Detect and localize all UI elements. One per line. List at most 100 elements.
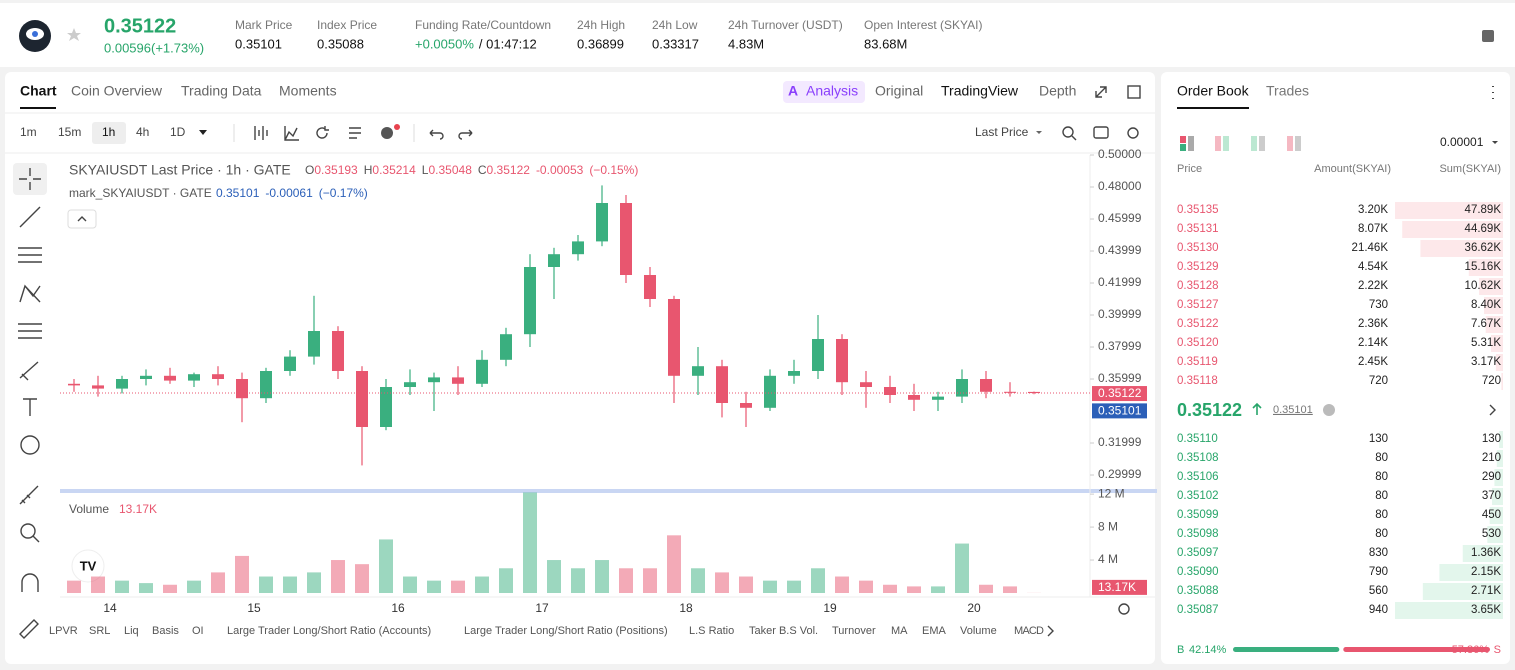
book-price[interactable]: 0.35119 — [1177, 356, 1218, 368]
book-price[interactable]: 0.35131 — [1177, 223, 1219, 235]
view-tab[interactable]: TradingView — [941, 83, 1019, 99]
zoom-tool[interactable] — [20, 523, 36, 539]
channel-tool[interactable] — [18, 247, 42, 263]
book-price[interactable]: 0.35127 — [1177, 299, 1219, 311]
magnet-tool[interactable] — [21, 573, 39, 592]
add-icon[interactable] — [381, 127, 393, 139]
indicator-tab[interactable]: OI — [192, 625, 204, 637]
indicator-tab[interactable]: Basis — [152, 625, 179, 637]
book-mode-bids[interactable] — [1251, 136, 1257, 151]
indicator-tab[interactable]: SRL — [89, 625, 110, 637]
candle-body — [956, 379, 968, 397]
view-tab[interactable]: Original — [875, 83, 923, 99]
stat-countdown: / 01:47:12 — [479, 36, 537, 51]
depth-bar — [1468, 259, 1503, 276]
price-type[interactable]: Last Price — [975, 125, 1029, 139]
template-icon[interactable] — [349, 127, 361, 139]
book-tab[interactable]: Order Book — [1177, 83, 1250, 99]
book-tab[interactable]: Trades — [1266, 83, 1309, 99]
book-price[interactable]: 0.35122 — [1177, 318, 1219, 330]
interval[interactable]: 15m — [58, 125, 81, 139]
book-price[interactable]: 0.35087 — [1177, 604, 1219, 616]
indicator-tab[interactable]: Volume — [960, 625, 997, 637]
layout-icon[interactable] — [1482, 30, 1494, 42]
text-tool[interactable] — [23, 398, 37, 416]
interval[interactable]: 1m — [20, 125, 37, 139]
indicator-tab[interactable]: Large Trader Long/Short Ratio (Positions… — [464, 625, 668, 637]
book-price[interactable]: 0.35129 — [1177, 261, 1219, 273]
x-tick-label: 17 — [535, 601, 549, 615]
crosshair-tool[interactable] — [19, 168, 41, 190]
axis-settings[interactable] — [1118, 603, 1130, 615]
indicator-tab[interactable]: EMA — [922, 625, 947, 637]
book-price[interactable]: 0.35110 — [1177, 433, 1218, 445]
candle-type-icon[interactable] — [254, 126, 268, 140]
book-mode-alt[interactable] — [1215, 136, 1221, 151]
book-expand[interactable] — [1489, 404, 1496, 416]
camera-icon[interactable] — [1093, 126, 1109, 139]
book-price[interactable]: 0.35098 — [1177, 528, 1219, 540]
draw-lock-tool[interactable] — [19, 619, 39, 639]
indicator-icon[interactable] — [284, 126, 299, 141]
emoji-tool[interactable] — [20, 435, 40, 455]
indicator-more[interactable] — [1047, 625, 1054, 637]
book-mode-both[interactable] — [1180, 136, 1186, 143]
book-price[interactable]: 0.35135 — [1177, 204, 1219, 216]
book-price[interactable]: 0.35128 — [1177, 280, 1219, 292]
candle-body — [644, 275, 656, 299]
depth-bar — [1395, 202, 1503, 219]
book-price[interactable]: 0.35108 — [1177, 452, 1219, 464]
indicator-tab[interactable]: Taker B.S Vol. — [749, 625, 818, 637]
indicator-tab[interactable]: Turnover — [832, 625, 876, 637]
trend-line-tool[interactable] — [19, 206, 41, 228]
book-price[interactable]: 0.35099 — [1177, 509, 1219, 521]
collapse-legend[interactable] — [67, 209, 97, 229]
settings-icon[interactable] — [1127, 127, 1139, 139]
brush-tool[interactable] — [19, 361, 39, 381]
window-icon[interactable] — [1127, 85, 1141, 99]
favorite-star[interactable] — [67, 28, 81, 41]
indicator-tab[interactable]: MA — [891, 625, 908, 637]
redo-icon[interactable] — [458, 129, 473, 140]
indicator-tab[interactable]: L.S Ratio — [689, 625, 734, 637]
volume-bar — [739, 576, 753, 593]
chart-tab[interactable]: Trading Data — [181, 83, 262, 99]
indicator-tab[interactable]: Liq — [124, 625, 139, 637]
book-price[interactable]: 0.35130 — [1177, 242, 1219, 254]
view-tab[interactable]: Analysis — [806, 83, 858, 99]
indicator-tab[interactable]: Large Trader Long/Short Ratio (Accounts) — [227, 625, 431, 637]
chart-tab[interactable]: Chart — [20, 83, 57, 99]
book-mode-asks[interactable] — [1287, 136, 1293, 151]
book-price[interactable]: 0.35102 — [1177, 490, 1219, 502]
price-type-dropdown[interactable] — [1036, 131, 1042, 134]
interval[interactable]: 1D — [170, 125, 186, 139]
search-icon[interactable] — [1062, 126, 1074, 138]
interval-dropdown[interactable] — [199, 130, 207, 135]
book-price[interactable]: 0.35088 — [1177, 585, 1219, 597]
y-tick-label: 0.43999 — [1098, 243, 1142, 257]
book-price[interactable]: 0.35090 — [1177, 566, 1219, 578]
x-tick-label: 15 — [247, 601, 261, 615]
indicator-tab[interactable]: MACD — [1014, 625, 1044, 637]
chart-tab[interactable]: Moments — [279, 83, 337, 99]
undo-icon[interactable] — [429, 129, 444, 140]
view-tab[interactable]: Depth — [1039, 83, 1076, 99]
precision[interactable]: 0.00001 — [1440, 135, 1484, 149]
pattern-tool[interactable] — [19, 284, 41, 303]
book-price[interactable]: 0.35097 — [1177, 547, 1219, 559]
ruler-tool[interactable] — [19, 485, 39, 505]
interval[interactable]: 4h — [136, 125, 149, 139]
precision-dropdown[interactable] — [1492, 141, 1498, 144]
indicator-tab[interactable]: LPVR — [49, 625, 78, 637]
interval[interactable]: 1h — [102, 125, 115, 139]
chart-tab[interactable]: Coin Overview — [71, 83, 163, 99]
book-price[interactable]: 0.35106 — [1177, 471, 1219, 483]
book-price[interactable]: 0.35120 — [1177, 337, 1219, 349]
candle-body — [260, 371, 272, 399]
fullscreen-icon[interactable] — [1095, 86, 1107, 98]
book-price[interactable]: 0.35118 — [1177, 375, 1218, 387]
fib-tool[interactable] — [18, 323, 42, 339]
refresh-icon[interactable] — [316, 126, 329, 139]
analysis-pill[interactable] — [783, 81, 865, 103]
